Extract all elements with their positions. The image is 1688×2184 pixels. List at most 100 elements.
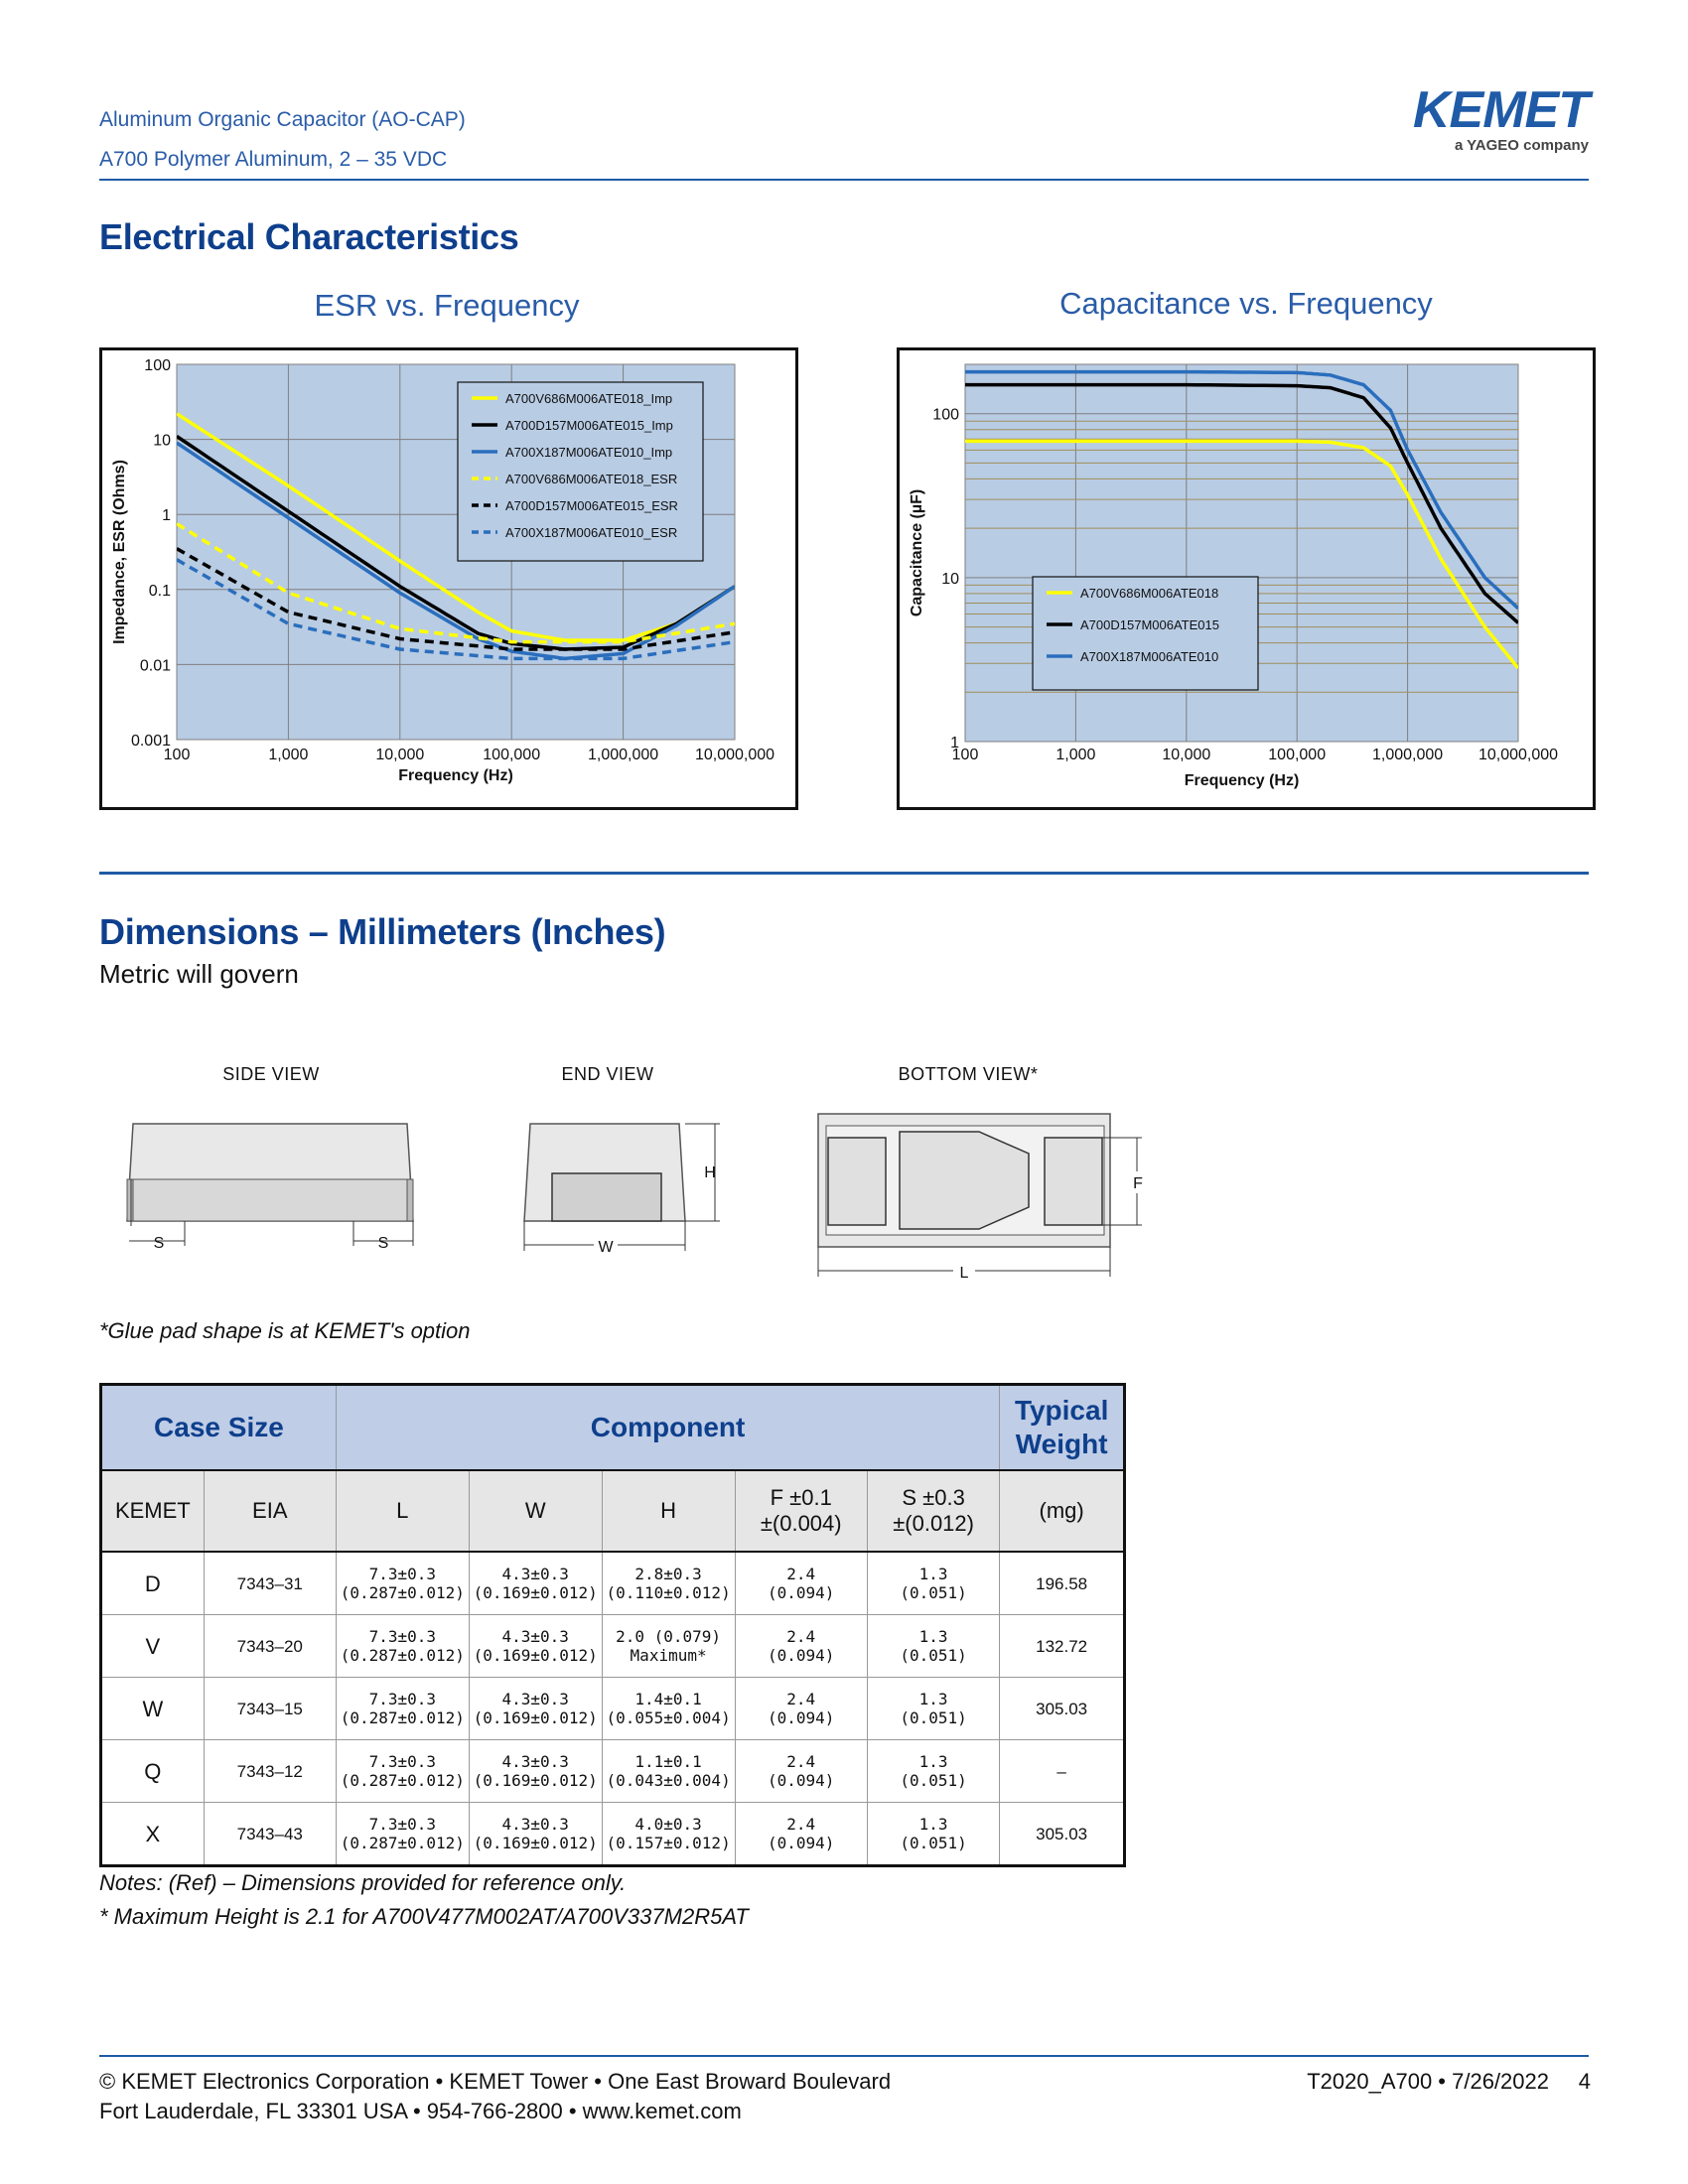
dim-s-cell: 1.3 (0.051) — [866, 1677, 1001, 1740]
series-line-A700D157M006ATE015_ESR — [177, 547, 735, 651]
dim-h-cell: 4.0±0.3 (0.157±0.012) — [601, 1802, 736, 1866]
case-kemet-cell: Q — [100, 1739, 205, 1803]
x-tick-label: 1,000 — [268, 747, 308, 763]
component-header: Component — [335, 1384, 1001, 1471]
case-eia-cell: 7343–12 — [203, 1739, 337, 1803]
dim-w-cell: 4.3±0.3 (0.169±0.012) — [468, 1614, 603, 1678]
bottom-view-label: BOTTOM VIEW* — [898, 1064, 1039, 1084]
x-tick-label: 10,000 — [375, 747, 424, 763]
side-view-drawing: S S — [126, 1123, 414, 1252]
legend-label: A700X187M006ATE010_ESR — [505, 525, 677, 540]
dim-l-cell: 7.3±0.3 (0.287±0.012) — [335, 1739, 470, 1803]
series-line-A700V686M006ATE018_Imp — [177, 412, 735, 642]
col-h: H — [601, 1469, 736, 1553]
legend-label: A700D157M006ATE015_Imp — [505, 418, 673, 433]
section-rule — [99, 872, 1589, 875]
table-header-row: Case Size Component Typical Weight — [100, 1384, 1125, 1471]
series-line-A700D157M006ATE015 — [965, 382, 1518, 624]
end-view-label: END VIEW — [561, 1064, 654, 1084]
y-tick-label: 1 — [162, 507, 171, 524]
kemet-logo: KEMET a YAGEO company — [1380, 84, 1590, 155]
case-size-header: Case Size — [100, 1384, 337, 1471]
dim-w-cell: 4.3±0.3 (0.169±0.012) — [468, 1551, 603, 1615]
y-tick-label: 10 — [941, 571, 959, 588]
capacitance-chart: 100 1,000 10,000 100,000 1,000,000 10,000,000… — [909, 363, 1558, 789]
series-line-A700X187M006ATE010_ESR — [177, 558, 735, 661]
dim-h-cell: 2.0 (0.079) Maximum* — [601, 1614, 736, 1678]
y-axis-label: Impedance, ESR (Ohms) — [111, 460, 128, 644]
typical-weight-header: Typical Weight — [999, 1384, 1125, 1471]
legend-label: A700V686M006ATE018 — [1080, 586, 1218, 601]
legend-label: A700D157M006ATE015_ESR — [505, 498, 678, 513]
x-tick-label: 10,000,000 — [695, 747, 774, 763]
col-mg: (mg) — [999, 1469, 1125, 1553]
table-row: V 7343–20 7.3±0.3 (0.287±0.012) 4.3±0.3 (0.16… — [100, 1614, 1125, 1678]
logo-tagline: a YAGEO company — [1454, 137, 1589, 154]
dim-f-cell: 2.4 (0.094) — [734, 1614, 868, 1678]
dim-l-cell: 7.3±0.3 (0.287±0.012) — [335, 1677, 470, 1740]
table-row: X 7343–43 7.3±0.3 (0.287±0.012) 4.3±0.3 (0.16… — [100, 1802, 1125, 1866]
bottom-dim-l: L — [960, 1265, 969, 1282]
col-w: W — [468, 1469, 603, 1553]
weight-cell: 132.72 — [999, 1614, 1125, 1678]
footer-line1: © KEMET Electronics Corporation • KEMET … — [99, 2069, 892, 2094]
x-tick-label: 100 — [952, 747, 979, 763]
footer-rule — [99, 2055, 1589, 2057]
case-kemet-cell: V — [100, 1614, 205, 1678]
col-f: F ±0.1 ±(0.004) — [734, 1469, 868, 1553]
chart-legend: A700V686M006ATE018 A700D157M006ATE015 A700… — [1032, 576, 1259, 691]
series-line-A700V686M006ATE018 — [965, 439, 1518, 670]
dim-s-cell: 1.3 (0.051) — [866, 1551, 1001, 1615]
dim-s-cell: 1.3 (0.051) — [866, 1739, 1001, 1803]
dim-h-cell: 2.8±0.3 (0.110±0.012) — [601, 1551, 736, 1615]
dim-h-cell: 1.1±0.1 (0.043±0.004) — [601, 1739, 736, 1803]
y-tick-label: 0.001 — [131, 733, 171, 750]
side-dim-s-left: S — [154, 1235, 165, 1252]
dim-s-cell: 1.3 (0.051) — [866, 1802, 1001, 1866]
esr-chart: 100 1,000 10,000 100,000 1,000,000 10,000,000… — [111, 357, 774, 784]
y-tick-label: 1 — [950, 735, 959, 751]
header-line1: Aluminum Organic Capacitor (AO-CAP) — [99, 108, 466, 131]
y-tick-label: 100 — [932, 407, 959, 424]
table-row: W 7343–15 7.3±0.3 (0.287±0.012) 4.3±0.3 (0.16… — [100, 1677, 1125, 1740]
x-tick-label: 100 — [164, 747, 191, 763]
legend-label: A700V686M006ATE018_ESR — [505, 472, 677, 486]
header-line2: A700 Polymer Aluminum, 2 – 35 VDC — [99, 148, 448, 171]
x-axis-label: Frequency (Hz) — [1185, 772, 1300, 789]
dim-f-cell: 2.4 (0.094) — [734, 1677, 868, 1740]
weight-cell: 305.03 — [999, 1677, 1125, 1740]
bottom-view-drawing: F L — [817, 1113, 1148, 1282]
x-axis-label: Frequency (Hz) — [398, 767, 513, 784]
series-line-A700X187M006ATE010 — [965, 369, 1518, 611]
dim-f-cell: 2.4 (0.094) — [734, 1739, 868, 1803]
end-dim-w: W — [598, 1239, 614, 1256]
dimensions-table: Case Size Component Typical Weight KEMET… — [99, 1383, 1126, 1867]
col-eia: EIA — [203, 1469, 337, 1553]
dim-w-cell: 4.3±0.3 (0.169±0.012) — [468, 1739, 603, 1803]
footer-doc-id: T2020_A700 • 7/26/2022 — [1307, 2069, 1549, 2094]
page-number: 4 — [1578, 2069, 1591, 2094]
legend-label: A700V686M006ATE018_Imp — [505, 391, 672, 406]
x-tick-label: 100,000 — [1268, 747, 1326, 763]
esr-chart-frame: 100 1,000 10,000 100,000 1,000,000 10,000,000… — [99, 347, 798, 810]
notes-ref: Notes: (Ref) – Dimensions provided for r… — [99, 1870, 627, 1895]
case-eia-cell: 7343–20 — [203, 1614, 337, 1678]
chart-legend: A700V686M006ATE018_Imp A700D157M006ATE015… — [457, 381, 704, 562]
side-view-label: SIDE VIEW — [222, 1064, 320, 1084]
plot-border — [964, 363, 1519, 743]
plot-border — [176, 363, 736, 741]
col-l: L — [335, 1469, 470, 1553]
weight-cell: – — [999, 1739, 1125, 1803]
y-tick-label: 100 — [144, 357, 171, 374]
weight-cell: 196.58 — [999, 1551, 1125, 1615]
dim-w-cell: 4.3±0.3 (0.169±0.012) — [468, 1802, 603, 1866]
y-tick-label: 10 — [153, 433, 171, 450]
case-kemet-cell: D — [100, 1551, 205, 1615]
table-row: D 7343–31 7.3±0.3 (0.287±0.012) 4.3±0.3 (0.16… — [100, 1551, 1125, 1615]
case-eia-cell: 7343–31 — [203, 1551, 337, 1615]
dim-l-cell: 7.3±0.3 (0.287±0.012) — [335, 1551, 470, 1615]
end-view-drawing: H W — [523, 1123, 720, 1256]
dim-f-cell: 2.4 (0.094) — [734, 1802, 868, 1866]
legend-label: A700D157M006ATE015 — [1080, 617, 1219, 632]
series-line-A700V686M006ATE018_ESR — [177, 522, 735, 644]
